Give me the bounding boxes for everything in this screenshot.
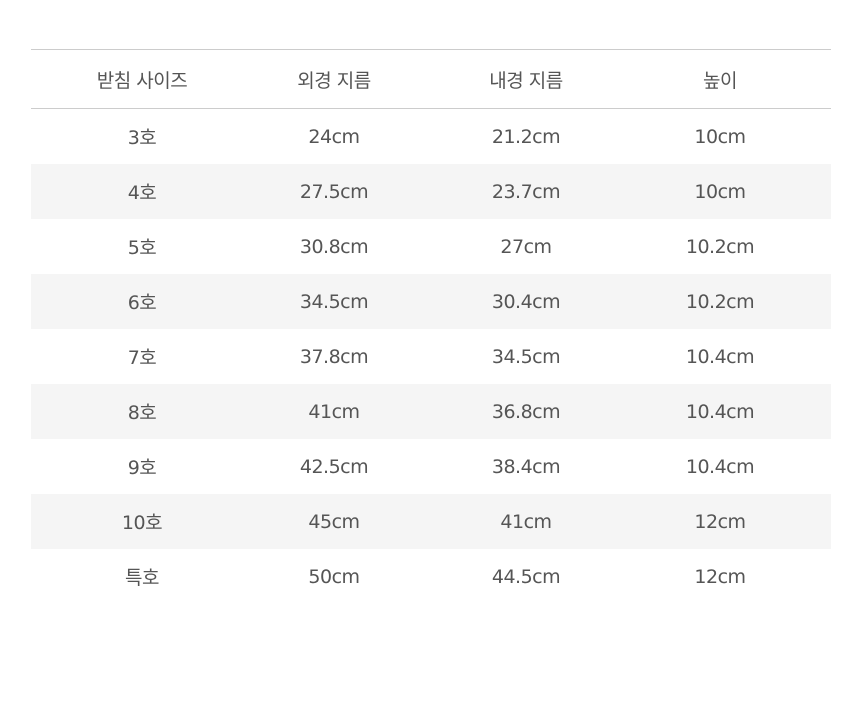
table-cell: 4호: [127, 182, 157, 204]
table-row: 9호 42.5cm 38.4cm 10.4cm: [31, 439, 831, 494]
header-cell: 받침 사이즈: [96, 69, 188, 92]
table-cell: 10cm: [694, 180, 746, 203]
header-cell: 높이: [703, 69, 737, 92]
table-row: 8호 41cm 36.8cm 10.4cm: [31, 384, 831, 439]
table-cell: 41cm: [308, 400, 360, 423]
table-cell: 38.4cm: [491, 455, 561, 478]
table-cell: 6호: [127, 292, 157, 314]
header-cell: 외경 지름: [297, 69, 371, 92]
table-cell: 36.8cm: [491, 400, 561, 423]
table-header: 받침 사이즈 외경 지름 내경 지름 높이: [31, 50, 831, 109]
table-cell: 5호: [127, 237, 157, 259]
table-cell: 42.5cm: [299, 455, 369, 478]
table-cell: 12cm: [694, 565, 746, 588]
table-row: 특호 50cm 44.5cm 12cm: [31, 549, 831, 604]
table-cell: 9호: [127, 457, 157, 479]
table-cell: 특호: [125, 567, 159, 589]
table-cell: 10.2cm: [685, 290, 755, 313]
table-cell: 44.5cm: [491, 565, 561, 588]
table-cell: 7호: [127, 347, 157, 369]
table-cell: 50cm: [308, 565, 360, 588]
table-cell: 12cm: [694, 510, 746, 533]
table-row: 7호 37.8cm 34.5cm 10.4cm: [31, 329, 831, 384]
table-cell: 10.4cm: [685, 400, 755, 423]
size-table: 받침 사이즈 외경 지름 내경 지름 높이 3호 24cm 21.2cm 10cm 4호…: [31, 49, 831, 604]
table-cell: 8호: [127, 402, 157, 424]
table-row: 6호 34.5cm 30.4cm 10.2cm: [31, 274, 831, 329]
table-body: 3호 24cm 21.2cm 10cm 4호 27.5cm 23.7cm 10cm 5호 30.8…: [31, 109, 831, 604]
table-cell: 23.7cm: [491, 180, 561, 203]
table-row: 3호 24cm 21.2cm 10cm: [31, 109, 831, 164]
table-cell: 34.5cm: [299, 290, 369, 313]
table-cell: 10.4cm: [685, 345, 755, 368]
table-cell: 41cm: [500, 510, 552, 533]
table-cell: 37.8cm: [299, 345, 369, 368]
table-cell: 10.2cm: [685, 235, 755, 258]
table-cell: 10cm: [694, 125, 746, 148]
header-cell: 내경 지름: [489, 69, 563, 92]
table-cell: 45cm: [308, 510, 360, 533]
table-cell: 27.5cm: [299, 180, 369, 203]
table-cell: 34.5cm: [491, 345, 561, 368]
table-row: 10호 45cm 41cm 12cm: [31, 494, 831, 549]
table-row: 5호 30.8cm 27cm 10.2cm: [31, 219, 831, 274]
table-cell: 27cm: [500, 235, 552, 258]
table-cell: 30.8cm: [299, 235, 369, 258]
table-cell: 24cm: [308, 125, 360, 148]
table-cell: 10.4cm: [685, 455, 755, 478]
table-row: 4호 27.5cm 23.7cm 10cm: [31, 164, 831, 219]
table-cell: 30.4cm: [491, 290, 561, 313]
table-cell: 3호: [127, 127, 157, 149]
table-cell: 10호: [121, 512, 163, 534]
table-cell: 21.2cm: [491, 125, 561, 148]
